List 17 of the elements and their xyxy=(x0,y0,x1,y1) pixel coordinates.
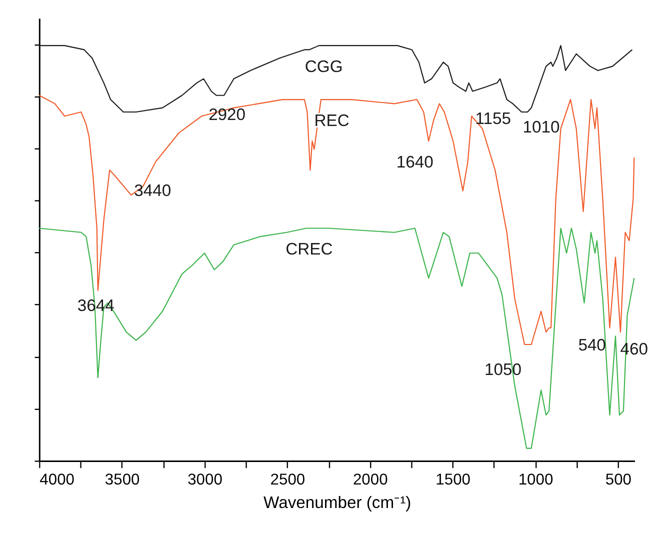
x-tick-label: 2500 xyxy=(270,472,306,489)
x-tick-label: 500 xyxy=(605,472,632,489)
annotation: 540 xyxy=(578,335,606,354)
annotation: 1010 xyxy=(522,118,560,137)
x-tick-label: 4000 xyxy=(40,472,75,489)
annotation: 1155 xyxy=(475,109,511,128)
x-tick-label: 1500 xyxy=(436,472,471,489)
annotation: 3440 xyxy=(134,181,172,200)
series-label: CGG xyxy=(304,56,343,76)
x-tick-label: 3000 xyxy=(188,472,223,489)
x-tick-label: 1000 xyxy=(518,472,554,489)
x-tick-label: 3500 xyxy=(104,472,140,489)
x-axis-title: Wavenumber (cm⁻¹) xyxy=(264,493,412,512)
series-label: CREC xyxy=(286,240,333,259)
x-tick-label: 2000 xyxy=(352,472,388,489)
annotation: 1640 xyxy=(396,152,434,172)
annotation: 2920 xyxy=(208,104,246,124)
